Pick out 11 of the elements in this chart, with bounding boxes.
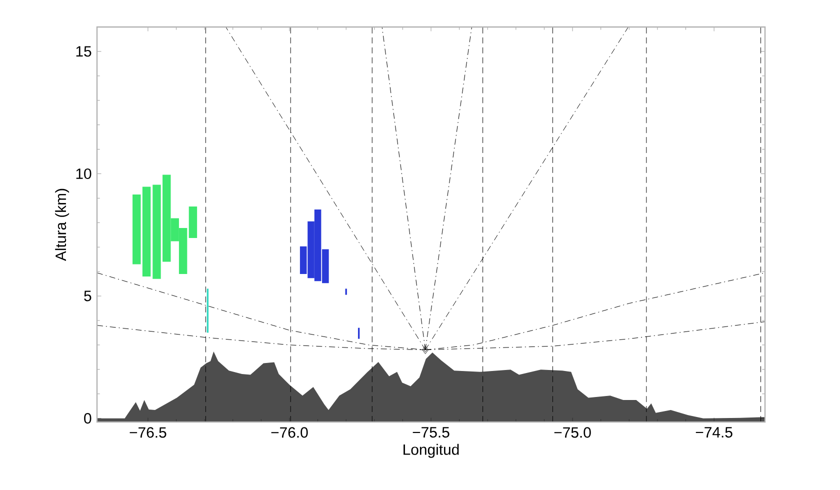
x-tick-label: −76.0 [271,427,308,438]
y-tick-label: 15 [76,46,92,57]
x-tick-label: −74.5 [696,427,732,438]
y-tick-label: 0 [84,413,92,424]
x-tick-label: −76.5 [130,427,166,438]
y-axis-title: Altura (km) [55,188,70,261]
y-tick-label: 5 [84,290,92,302]
x-tick-label: −75.5 [412,427,450,438]
x-axis-title: Longitud [404,444,459,458]
y-tick-label: 10 [76,168,92,180]
x-tick-label: −75.0 [554,427,591,438]
